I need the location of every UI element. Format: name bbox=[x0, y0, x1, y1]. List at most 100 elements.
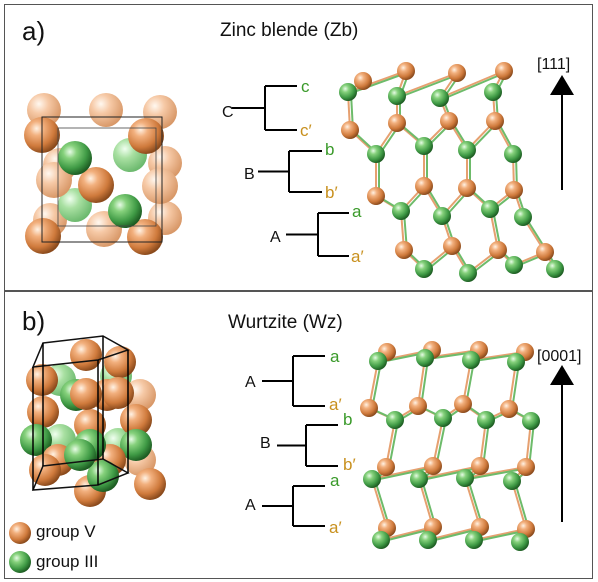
stack-a-upper-3: a bbox=[352, 202, 362, 221]
group-iii-atom bbox=[546, 260, 564, 278]
group-iii-atom bbox=[458, 141, 476, 159]
group-iii-atom bbox=[87, 460, 119, 492]
prism-top-face bbox=[31, 335, 130, 368]
bond bbox=[418, 465, 481, 480]
group-v-atom bbox=[70, 339, 102, 371]
panel-a-label: a) bbox=[22, 16, 46, 46]
prism-bottom-face bbox=[31, 458, 130, 491]
unit-cell-box bbox=[41, 116, 163, 243]
group-v-atom bbox=[424, 457, 442, 475]
stack-a-lower-1: c′ bbox=[300, 121, 312, 140]
group-v-atom bbox=[367, 187, 385, 205]
group-v-atom bbox=[440, 112, 458, 130]
group-iii-atom bbox=[419, 531, 437, 549]
group-v-atom bbox=[89, 93, 123, 127]
group-iii-atom bbox=[484, 83, 502, 101]
group-v-atom bbox=[341, 121, 359, 139]
group-iii-atom bbox=[514, 208, 532, 226]
legend-group-v-atom bbox=[9, 522, 31, 544]
group-v-atom bbox=[127, 219, 163, 255]
group-iii-atom bbox=[392, 202, 410, 220]
group-iii-atom bbox=[434, 409, 452, 427]
group-v-atom bbox=[388, 114, 406, 132]
group-v-atom bbox=[495, 62, 513, 80]
group-v-atom bbox=[134, 468, 166, 500]
stack-b-lower-3: a′ bbox=[329, 518, 342, 537]
legend-label-group-iii: group III bbox=[36, 552, 99, 571]
group-iii-atom bbox=[511, 533, 529, 551]
group-iii-atom bbox=[410, 470, 428, 488]
group-iii-atom bbox=[64, 439, 96, 471]
group-v-atom bbox=[443, 237, 461, 255]
group-v-atom bbox=[489, 241, 507, 259]
group-iii-atom bbox=[507, 353, 525, 371]
group-iii-atom bbox=[456, 469, 474, 487]
group-iii-atom bbox=[386, 411, 404, 429]
group-iii-atom bbox=[108, 194, 142, 228]
legend-label-group-v: group V bbox=[36, 522, 96, 541]
stack-a-lower-3: a′ bbox=[351, 247, 364, 266]
group-v-atom bbox=[500, 400, 518, 418]
unit-cell-box bbox=[57, 127, 157, 227]
group-iii-atom bbox=[388, 87, 406, 105]
group-v-atom bbox=[142, 168, 178, 204]
group-v-atom bbox=[415, 177, 433, 195]
group-iii-atom bbox=[20, 424, 52, 456]
group-iii-atom bbox=[372, 531, 390, 549]
panel-a-title: Zinc blende (Zb) bbox=[220, 20, 359, 41]
group-iii-atom bbox=[339, 83, 357, 101]
group-v-atom bbox=[395, 241, 413, 259]
stack-b-upper-2: b bbox=[343, 410, 353, 429]
panel-b-label: b) bbox=[22, 306, 46, 336]
group-iii-atom bbox=[363, 470, 381, 488]
group-v-atom bbox=[409, 397, 427, 415]
stack-a-layer-3: A bbox=[270, 229, 281, 246]
stack-b-upper-3: a bbox=[330, 471, 340, 490]
group-iii-atom bbox=[369, 352, 387, 370]
group-v-atom bbox=[70, 378, 102, 410]
stack-a-layer-2: B bbox=[244, 166, 255, 183]
stack-b-lower-2: b′ bbox=[343, 455, 356, 474]
group-v-atom bbox=[104, 346, 136, 378]
group-iii-atom bbox=[416, 349, 434, 367]
stack-b-upper-1: a bbox=[330, 347, 340, 366]
group-iii-atom bbox=[505, 256, 523, 274]
bond bbox=[396, 72, 458, 97]
panel-b-direction: [0001] bbox=[537, 348, 582, 365]
stack-b-layer-3: A bbox=[245, 497, 256, 514]
group-iii-atom bbox=[477, 411, 495, 429]
stack-b-layer-2: B bbox=[260, 435, 271, 452]
stack-a-layer-1: C bbox=[222, 104, 234, 121]
group-v-atom bbox=[471, 457, 489, 475]
group-iii-atom bbox=[58, 141, 92, 175]
bond bbox=[347, 70, 407, 93]
group-iii-atom bbox=[415, 260, 433, 278]
group-iii-atom bbox=[431, 89, 449, 107]
stack-a-upper-1: c bbox=[301, 77, 310, 96]
group-v-atom bbox=[36, 162, 72, 198]
group-v-atom bbox=[26, 364, 58, 396]
group-v-atom bbox=[517, 458, 535, 476]
group-iii-atom bbox=[465, 531, 483, 549]
group-v-atom bbox=[102, 377, 134, 409]
group-v-atom bbox=[458, 179, 476, 197]
bond bbox=[371, 465, 434, 480]
group-iii-atom bbox=[433, 207, 451, 225]
group-iii-atom bbox=[522, 412, 540, 430]
legend-group-iii-atom bbox=[9, 551, 31, 573]
stack-a-lower-2: b′ bbox=[325, 183, 338, 202]
group-iii-atom bbox=[481, 200, 499, 218]
group-v-atom bbox=[397, 62, 415, 80]
group-v-atom bbox=[486, 112, 504, 130]
group-v-atom bbox=[536, 243, 554, 261]
group-v-atom bbox=[505, 181, 523, 199]
stack-b-layer-1: A bbox=[245, 374, 256, 391]
panel-wurtzite bbox=[4, 291, 593, 579]
group-v-atom bbox=[78, 167, 114, 203]
stack-b-lower-1: a′ bbox=[329, 395, 342, 414]
group-iii-atom bbox=[462, 351, 480, 369]
group-v-atom bbox=[128, 118, 164, 154]
group-iii-atom bbox=[504, 145, 522, 163]
group-iii-atom bbox=[367, 145, 385, 163]
